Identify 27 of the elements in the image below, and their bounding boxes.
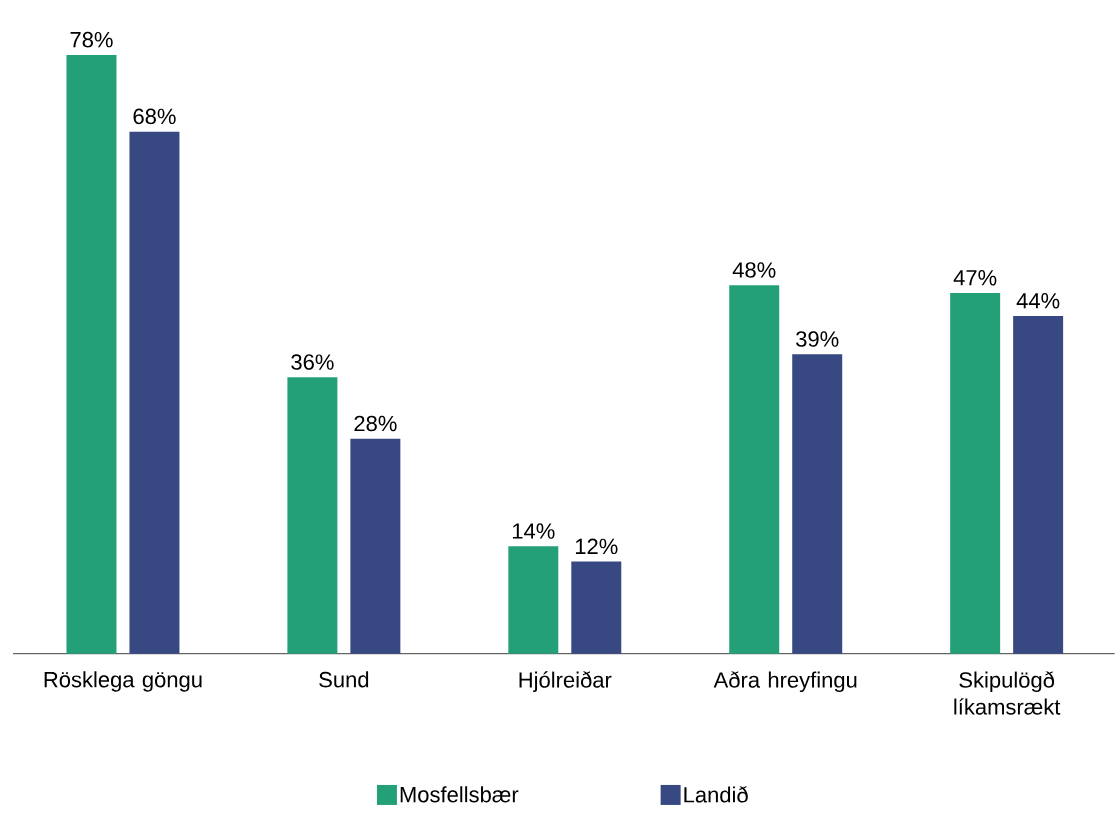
bar	[571, 561, 622, 654]
bar	[66, 55, 117, 654]
bar	[950, 293, 1001, 654]
x-tick-label: Sund	[319, 671, 369, 688]
x-tick-label: Rösklega göngu	[44, 671, 202, 692]
legend-label: Mosfellsbær	[400, 786, 519, 803]
bar	[287, 377, 338, 654]
data-label: 39%	[796, 331, 839, 347]
bar	[508, 546, 559, 654]
data-label: 47%	[953, 270, 997, 286]
bar	[1013, 316, 1064, 654]
bar	[350, 438, 401, 654]
x-tick-label: Aðra hreyfingu	[713, 671, 857, 693]
legend-label: Landið	[684, 786, 748, 803]
x-tick-label: Hjólreiðar	[519, 671, 612, 693]
data-label: 48%	[732, 262, 776, 278]
data-label: 44%	[1016, 293, 1060, 309]
bar	[729, 285, 780, 654]
data-label: 12%	[575, 538, 618, 555]
data-label: 14%	[512, 523, 555, 539]
bar	[129, 131, 180, 654]
data-label: 68%	[133, 108, 176, 125]
data-label: 78%	[70, 32, 113, 48]
bar	[792, 354, 843, 654]
x-tick-label: Skipulögð líkamsrækt	[954, 671, 1061, 715]
data-label: 36%	[291, 354, 334, 371]
data-label: 28%	[354, 415, 397, 432]
